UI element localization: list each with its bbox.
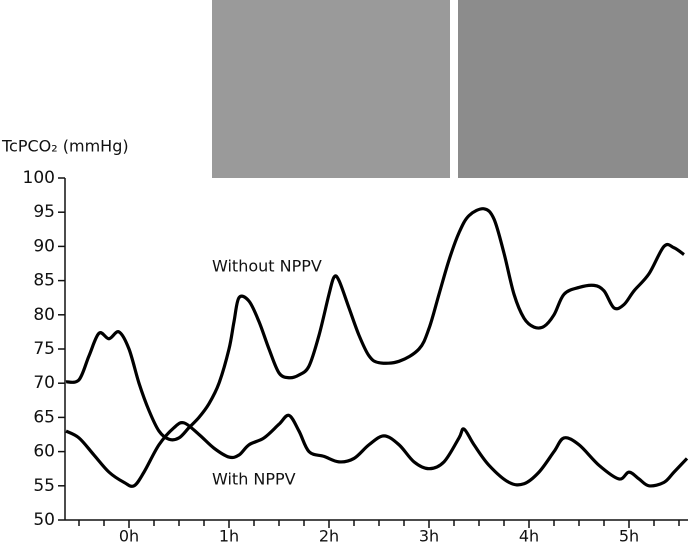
y-tick-label: 65: [33, 407, 55, 427]
y-tick-label: 55: [33, 476, 55, 496]
annotation: With NPPV: [212, 470, 296, 489]
annotation: Without NPPV: [212, 257, 322, 276]
photo: [212, 0, 450, 178]
y-tick-label: 70: [33, 373, 55, 393]
x-tick-label: 4h: [519, 527, 539, 546]
x-tick-label: 2h: [319, 527, 339, 546]
photo: [458, 0, 688, 178]
y-tick-label: 100: [23, 168, 55, 188]
y-axis-label: TcPCO₂ (mmHg): [1, 137, 129, 156]
x-tick-label: 5h: [619, 527, 639, 546]
x-tick-label: 3h: [419, 527, 439, 546]
y-tick-label: 90: [33, 236, 55, 256]
line: [65, 413, 689, 488]
line: [65, 207, 685, 442]
y-tick-label: 85: [33, 271, 55, 291]
y-tick-label: 60: [33, 442, 55, 462]
x-tick-label: 0h: [119, 527, 139, 546]
y-tick-label: 50: [33, 510, 55, 530]
y-tick-label: 95: [33, 202, 55, 222]
x-tick-label: 1h: [219, 527, 239, 546]
y-tick-label: 75: [33, 339, 55, 359]
y-tick-label: 80: [33, 305, 55, 325]
